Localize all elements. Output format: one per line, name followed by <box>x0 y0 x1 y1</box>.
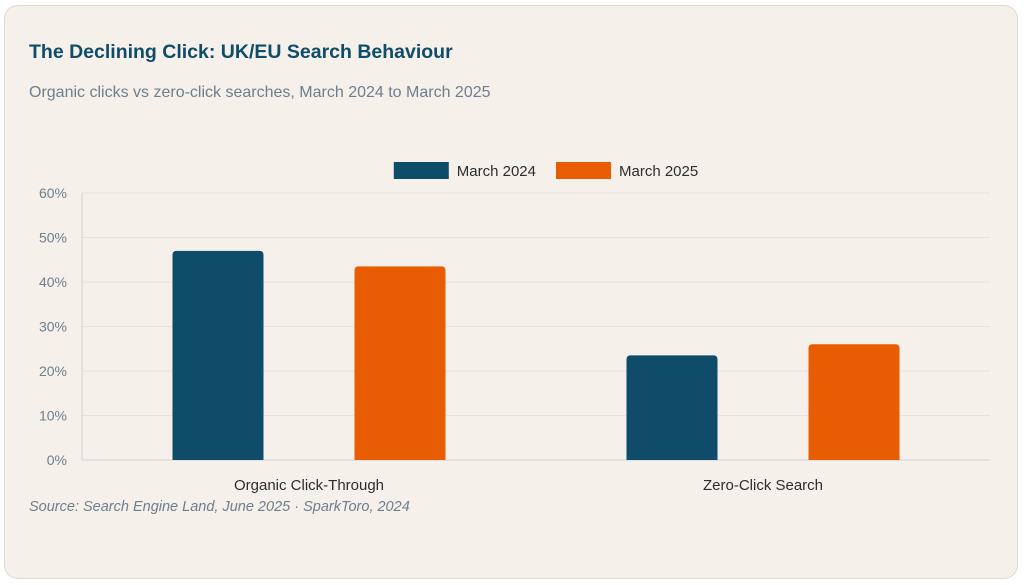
x-category-label: Organic Click-Through <box>234 477 384 494</box>
chart-subtitle: Organic clicks vs zero-click searches, M… <box>29 84 491 101</box>
y-tick-label: 10% <box>39 408 67 424</box>
legend-label: March 2024 <box>457 163 536 180</box>
legend-swatch <box>556 162 611 179</box>
legend: March 2024 March 2025 <box>393 162 698 180</box>
y-tick-label: 60% <box>39 185 67 201</box>
bar <box>354 266 446 460</box>
y-tick-label: 0% <box>47 452 67 468</box>
source-note: Source: Search Engine Land, June 2025 · … <box>29 499 410 515</box>
axes: 0% 10% 20% 30% 40% 50% 60% Organic Click-Throug… <box>39 185 990 494</box>
y-tick-label: 20% <box>39 363 67 379</box>
bar <box>626 355 718 460</box>
bars <box>172 250 900 460</box>
y-tick-label: 40% <box>39 274 67 290</box>
y-tick-label: 30% <box>39 319 67 335</box>
bar <box>172 250 264 460</box>
chart-title: The Declining Click: UK/EU Search Behavi… <box>29 41 453 63</box>
legend-swatch <box>393 162 449 179</box>
bar <box>808 344 900 460</box>
legend-label: March 2025 <box>619 163 698 180</box>
y-tick-label: 50% <box>39 230 67 246</box>
x-category-label: Zero-Click Search <box>703 477 823 494</box>
